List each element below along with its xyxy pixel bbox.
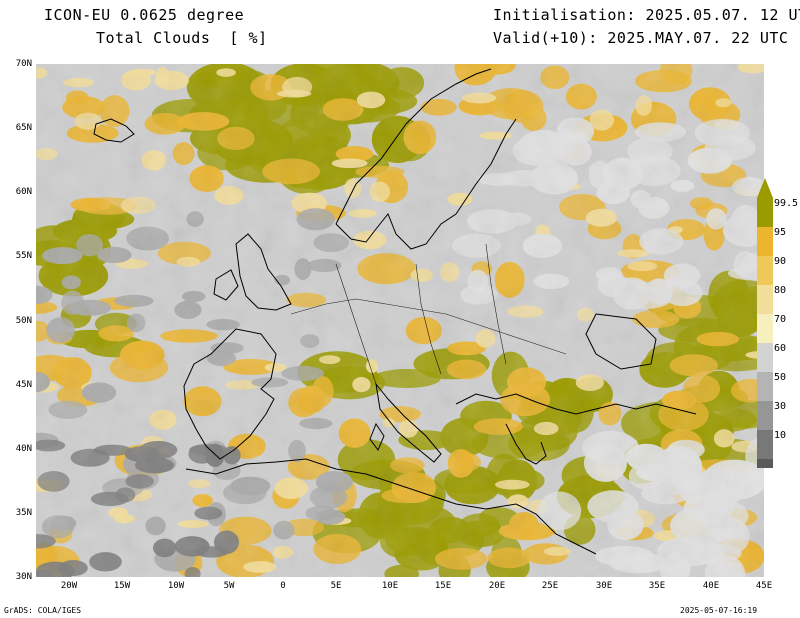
- variable-title: Total Clouds [ %]: [96, 29, 268, 47]
- init-time: Initialisation: 2025.05.07. 12 UTC: [493, 6, 800, 24]
- legend-swatch: [757, 343, 773, 372]
- valid-time: Valid(+10): 2025.MAY.07. 22 UTC: [493, 29, 789, 47]
- model-title: ICON-EU 0.0625 degree: [44, 6, 245, 24]
- legend-swatch: [757, 430, 773, 459]
- black-sea-coast: [585, 313, 657, 370]
- legend-swatch: [757, 285, 773, 314]
- italy-coast: [369, 382, 442, 463]
- lon-label: 10W: [167, 581, 185, 591]
- lat-label: 65N: [15, 123, 32, 133]
- legend-swatch: [757, 372, 773, 401]
- lat-label: 70N: [15, 59, 32, 69]
- iceland-coast: [93, 118, 135, 143]
- legend-swatch: [757, 401, 773, 430]
- legend-swatch: [757, 314, 773, 343]
- legend-cap: [757, 178, 773, 198]
- legend-swatch: [757, 198, 773, 227]
- lon-label: 25E: [541, 581, 559, 591]
- legend-swatch: [757, 256, 773, 285]
- lon-label: 0: [280, 581, 286, 591]
- iberia-france-coast: [183, 328, 277, 460]
- lon-label: 5W: [223, 581, 235, 591]
- legend-swatch: [757, 227, 773, 256]
- footer-timestamp: 2025-05-07-16:19: [680, 606, 758, 615]
- legend-label: 70: [774, 314, 787, 325]
- legend-label: 30: [774, 401, 787, 412]
- legend-label: 60: [774, 343, 787, 354]
- lon-label: 30E: [595, 581, 613, 591]
- balkans-black-sea-coast: [455, 393, 697, 465]
- lat-label: 60N: [15, 187, 32, 197]
- cloud-texture: [36, 64, 764, 577]
- cloud-map: [36, 64, 764, 577]
- legend-label: 95: [774, 227, 787, 238]
- lon-label: 10E: [381, 581, 399, 591]
- coastlines: [93, 68, 697, 555]
- lat-label: 50N: [15, 316, 32, 326]
- footer-credit: GrADS: COLA/IGES: [4, 606, 82, 615]
- lon-label: 5E: [330, 581, 342, 591]
- lon-label: 15W: [113, 581, 131, 591]
- lat-label: 30N: [15, 572, 32, 582]
- lat-label: 35N: [15, 508, 32, 518]
- border-line-3: [415, 263, 442, 375]
- country-borders: [290, 243, 567, 385]
- border-line-1: [290, 298, 567, 355]
- lon-label: 15E: [434, 581, 452, 591]
- map-canvas: [36, 64, 764, 577]
- lon-label: 40E: [702, 581, 720, 591]
- lat-label: 55N: [15, 251, 32, 261]
- lon-label: 45E: [755, 581, 773, 591]
- border-line-4: [485, 243, 507, 365]
- legend-bar: [757, 178, 773, 488]
- scandinavia-coast: [335, 68, 517, 250]
- legend-label: 10: [774, 430, 787, 441]
- border-line-2: [335, 263, 377, 385]
- lon-label: 20E: [488, 581, 506, 591]
- north-africa-coast: [185, 458, 597, 555]
- lon-label: 20W: [60, 581, 78, 591]
- british-isles-coast: [213, 233, 292, 311]
- legend-label: 50: [774, 372, 787, 383]
- lat-label: 45N: [15, 380, 32, 390]
- legend-label: 80: [774, 285, 787, 296]
- lat-label: 40N: [15, 444, 32, 454]
- legend-swatch: [757, 459, 773, 488]
- legend-label: 99.5: [774, 198, 799, 209]
- legend-label: 90: [774, 256, 787, 267]
- lon-label: 35E: [648, 581, 666, 591]
